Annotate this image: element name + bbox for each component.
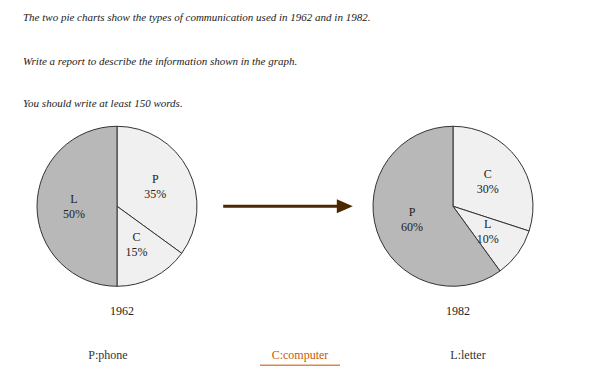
svg-text:C: C xyxy=(133,230,141,244)
svg-text:P: P xyxy=(409,205,416,219)
svg-text:C:computer: C:computer xyxy=(272,348,329,362)
svg-text:1982: 1982 xyxy=(446,304,470,318)
svg-text:You should write at least 150: You should write at least 150 words. xyxy=(23,97,183,109)
svg-text:35%: 35% xyxy=(144,187,166,201)
svg-text:10%: 10% xyxy=(477,232,499,246)
svg-text:P:phone: P:phone xyxy=(88,348,127,362)
svg-text:C: C xyxy=(484,167,492,181)
svg-text:1962: 1962 xyxy=(110,304,134,318)
svg-text:L: L xyxy=(484,217,491,231)
svg-text:L: L xyxy=(70,192,77,206)
svg-text:30%: 30% xyxy=(477,182,499,196)
svg-text:The two pie charts show the ty: The two pie charts show the types of com… xyxy=(23,11,370,23)
svg-text:Write a report to describe the: Write a report to describe the informati… xyxy=(23,55,297,67)
svg-text:15%: 15% xyxy=(126,245,148,259)
svg-text:L:letter: L:letter xyxy=(450,348,485,362)
svg-text:60%: 60% xyxy=(401,220,423,234)
svg-text:P: P xyxy=(152,172,159,186)
svg-text:50%: 50% xyxy=(63,207,85,221)
